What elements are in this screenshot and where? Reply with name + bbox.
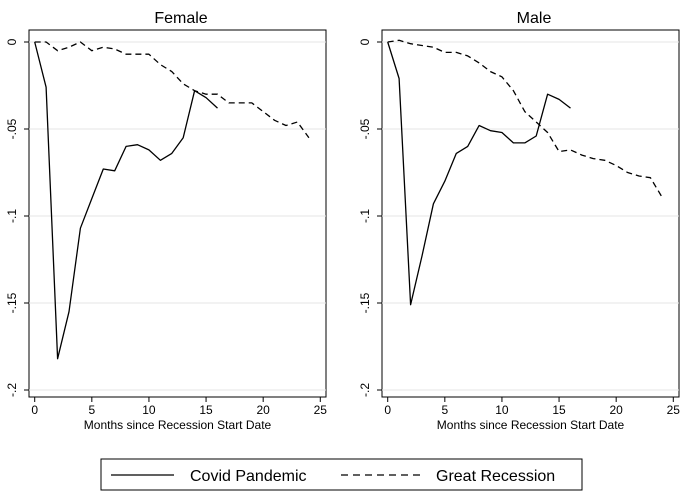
series-line-great-recession: [387, 39, 663, 198]
data-point: [67, 46, 70, 49]
y-tick-label: 0: [358, 38, 372, 45]
legend-label: Covid Pandemic: [190, 468, 307, 485]
x-axis-label: Months since Recession Start Date: [84, 418, 272, 432]
y-tick-label: -.1: [5, 209, 19, 223]
data-point: [113, 47, 116, 50]
x-tick-label: 20: [256, 403, 270, 417]
x-tick-label: 10: [495, 403, 509, 417]
y-tick-label: -.2: [358, 383, 372, 397]
y-tick-label: -.2: [5, 383, 19, 397]
y-tick-label: 0: [5, 38, 19, 45]
x-tick-label: 15: [199, 403, 213, 417]
x-tick-label: 0: [31, 403, 38, 417]
y-tick-label: -.15: [5, 292, 19, 313]
x-tick-label: 0: [384, 403, 391, 417]
y-tick-label: -.05: [358, 118, 372, 139]
panel-female: Female 0 -.05 -.1 -.15 -.2 0 5 10 15 20 25 Months si…: [5, 10, 327, 432]
y-tick-label: -.15: [358, 292, 372, 313]
x-tick-label: 5: [88, 403, 95, 417]
series-line-covid-pandemic: [34, 41, 218, 360]
legend-label: Great Recession: [436, 468, 555, 485]
data-point: [558, 150, 561, 153]
x-tick-label: 25: [314, 403, 328, 417]
panel-title: Male: [517, 10, 552, 27]
plot-frame: [381, 29, 680, 398]
series-line-covid-pandemic: [387, 41, 571, 306]
plot-frame: [28, 29, 327, 398]
series-line-great-recession: [34, 41, 310, 139]
x-tick-label: 25: [667, 403, 681, 417]
x-tick-label: 15: [552, 403, 566, 417]
y-tick-label: -.05: [5, 118, 19, 139]
x-tick-label: 10: [142, 403, 156, 417]
legend: Covid Pandemic Great Recession: [100, 458, 583, 491]
y-tick-label: -.1: [358, 209, 372, 223]
panel-title: Female: [154, 10, 207, 27]
x-tick-label: 20: [609, 403, 623, 417]
data-point: [615, 164, 618, 167]
x-axis-label: Months since Recession Start Date: [437, 418, 625, 432]
x-tick-label: 5: [441, 403, 448, 417]
panel-male: Male 0 -.05 -.1 -.15 -.2 0 5 10 15 20 25 Months sinc…: [358, 10, 680, 432]
